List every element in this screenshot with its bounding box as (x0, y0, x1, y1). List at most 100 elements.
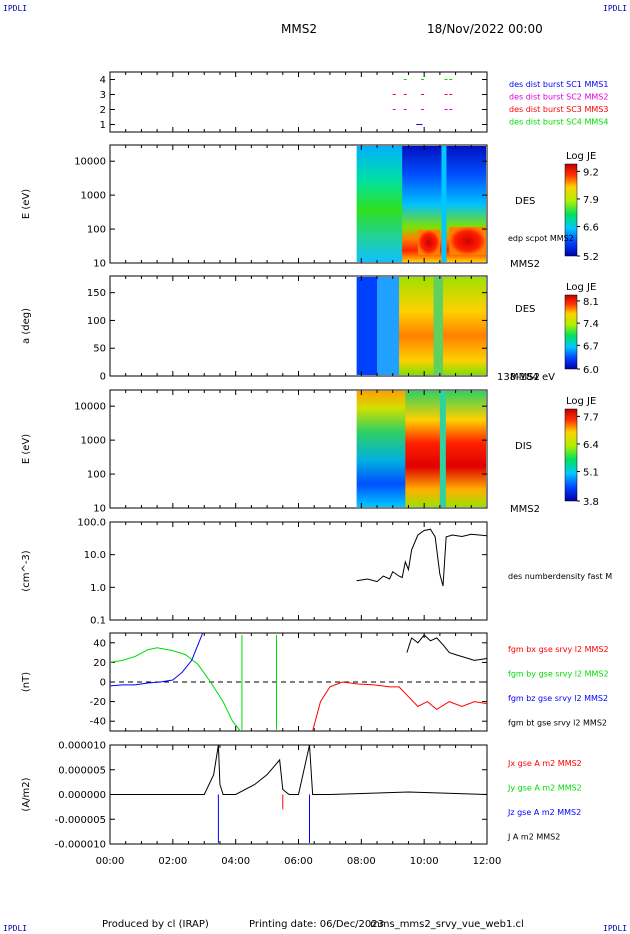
y-tick-label: 100 (87, 470, 106, 481)
colorbar-tick-label: 3.8 (583, 497, 599, 508)
legend-entry: fgm bt gse srvy l2 MMS2 (508, 719, 607, 728)
field-line (109, 647, 241, 732)
y-axis-label: E (eV) (21, 434, 32, 464)
y-tick-label: 100.0 (77, 518, 106, 529)
y-axis-label: (cm^-3) (21, 550, 32, 591)
x-tick-label: 02:00 (158, 856, 187, 867)
y-tick-label: -0.000010 (55, 840, 106, 851)
panel-sub-label: MMS2 (510, 504, 540, 515)
plot-datetime: 18/Nov/2022 00:00 (427, 22, 543, 36)
corner-mark-top-right: IPDLI (603, 4, 628, 13)
field-line (109, 632, 204, 687)
legend-entry: fgm bz gse srvy l2 MMS2 (508, 694, 608, 703)
legend-entry: des dist burst SC4 MMS4 (509, 118, 608, 127)
colorbar-tick-label: 6.0 (583, 365, 599, 376)
x-tick-label: 04:00 (221, 856, 250, 867)
colorbar (564, 163, 578, 257)
spectrogram-fill (433, 277, 444, 375)
panel-sub-label: MMS2 (510, 372, 540, 383)
y-axis-label: E (eV) (21, 189, 32, 219)
y-tick-label: 4 (100, 75, 106, 86)
y-tick-label: -20 (90, 697, 106, 708)
chart-marks (109, 79, 488, 843)
legend-entry: des numberdensity fast M (508, 572, 612, 581)
legend-entry: des dist burst SC3 MMS3 (509, 105, 608, 114)
spectrogram-fill (417, 230, 440, 255)
x-tick-label: 10:00 (410, 856, 439, 867)
spectrogram-layer (356, 146, 580, 507)
field-line (406, 634, 488, 661)
y-axis-label: (nT) (21, 672, 32, 692)
spectrogram-fill (441, 146, 447, 262)
colorbar-tick-label: 6.6 (583, 223, 599, 234)
y-axis-label: (A/m2) (21, 777, 32, 811)
y-tick-label: 0.000000 (58, 790, 106, 801)
corner-mark-bottom-left: IPDLI (3, 924, 28, 933)
colorbar-tick-label: 9.2 (583, 167, 599, 178)
colorbar-title: Log JE (566, 151, 596, 162)
y-tick-label: 2 (100, 105, 106, 116)
colorbar-title: Log JE (566, 282, 596, 293)
legend-entry: des dist burst SC2 MMS2 (509, 93, 608, 102)
footer-filename: mms_mms2_srvy_vue_web1.cl (370, 919, 524, 930)
y-tick-label: -0.000005 (55, 815, 106, 826)
field-line (312, 681, 488, 732)
y-tick-label: 10 (93, 504, 106, 515)
y-tick-label: 40 (93, 638, 106, 649)
spectrogram-fill (439, 391, 446, 507)
legend-entry: des dist burst SC1 MMS1 (509, 80, 608, 89)
legend-entry: fgm by gse srvy l2 MMS2 (508, 670, 609, 679)
colorbar (564, 408, 578, 502)
spectrogram-fill (377, 277, 400, 375)
x-tick-label: 00:00 (96, 856, 125, 867)
overlay-label: edp scpot MMS2 (508, 234, 574, 243)
y-tick-label: 0 (100, 372, 106, 383)
panel-sub-label: MMS2 (510, 259, 540, 270)
y-tick-label: 1000 (81, 191, 106, 202)
legend-entry: Jx gse A m2 MMS2 (507, 759, 582, 768)
legend-entry: J A m2 MMS2 (507, 833, 560, 842)
y-tick-label: 100 (87, 225, 106, 236)
energy-range-label: 138-184 eV (497, 372, 555, 383)
panel-instrument-label: DIS (515, 441, 532, 452)
panel-frame (109, 71, 488, 133)
y-axis-label: a (deg) (21, 308, 32, 344)
colorbar-title: Log JE (566, 396, 596, 407)
y-tick-label: 150 (87, 288, 106, 299)
colorbar-tick-label: 5.1 (583, 468, 599, 479)
colorbar-tick-label: 6.7 (583, 341, 599, 352)
y-tick-label: 100 (87, 316, 106, 327)
current-line (110, 744, 488, 795)
colorbar (564, 294, 578, 370)
panel-instrument-label: DES (515, 304, 535, 315)
footer-print-date: Printing date: 06/Dec/2023 (249, 919, 385, 930)
y-tick-label: 20 (93, 658, 106, 669)
y-tick-label: 10 (93, 259, 106, 270)
y-tick-label: 1000 (81, 436, 106, 447)
y-tick-label: -40 (90, 717, 106, 728)
footer-producer: Produced by cl (IRAP) (102, 919, 209, 930)
corner-mark-top-left: IPDLI (3, 4, 28, 13)
y-tick-label: 10000 (74, 402, 106, 413)
colorbar-tick-label: 7.9 (583, 195, 599, 206)
y-tick-label: 1 (100, 120, 106, 131)
legend-entry: Jy gse A m2 MMS2 (507, 784, 582, 793)
x-tick-label: 08:00 (347, 856, 376, 867)
y-tick-label: 10.0 (84, 550, 106, 561)
panel-frame (109, 521, 488, 621)
y-tick-label: 0.000010 (58, 741, 106, 752)
colorbar-tick-label: 5.2 (583, 252, 599, 263)
x-tick-label: 06:00 (284, 856, 313, 867)
colorbar-tick-label: 8.1 (583, 297, 599, 308)
y-tick-label: 50 (93, 344, 106, 355)
y-tick-label: 0.1 (90, 616, 106, 627)
spectrogram-fill (449, 227, 486, 255)
colorbar-tick-label: 6.4 (583, 440, 599, 451)
colorbar-tick-label: 7.4 (583, 319, 599, 330)
mission-title: MMS2 (281, 22, 317, 36)
y-tick-label: 1.0 (90, 583, 106, 594)
x-tick-label: 12:00 (473, 856, 502, 867)
